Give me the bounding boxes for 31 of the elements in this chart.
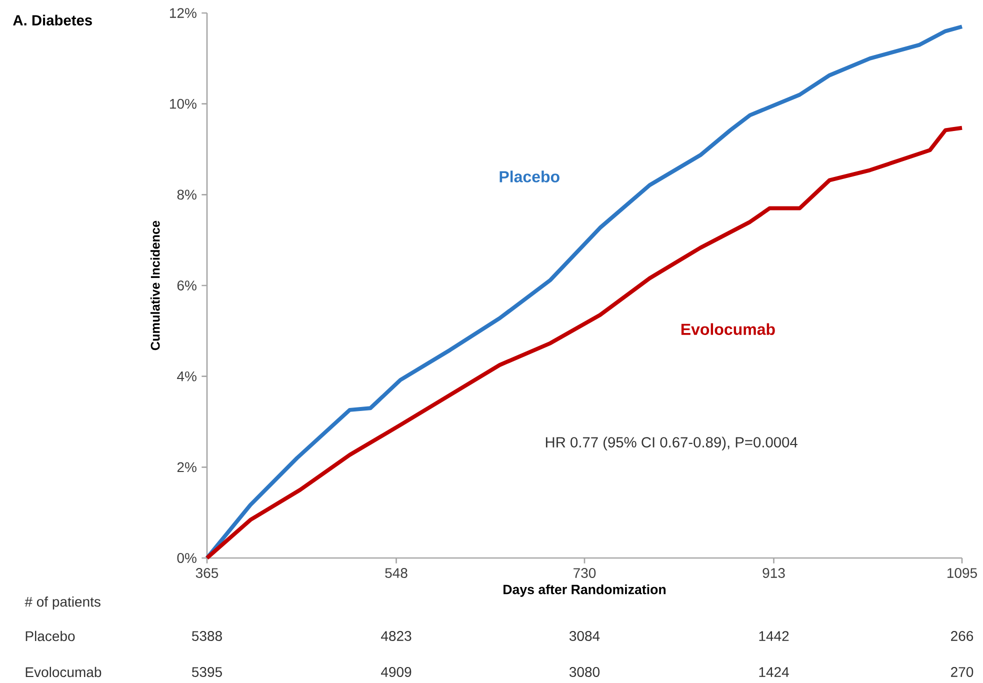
y-tick-label: 10% [170, 98, 196, 109]
text: Placebo [26, 630, 75, 642]
x-tick-label: 913 [762, 568, 785, 578]
text: 270 [951, 667, 974, 677]
text: 266 [951, 631, 974, 641]
text: 5388 [192, 631, 222, 641]
x-axis-title: Days after Randomization [504, 584, 666, 597]
text: A. Diabetes [13, 14, 92, 26]
y-tick-label: 8% [177, 190, 196, 200]
x-tick-label: 1095 [947, 568, 977, 578]
text: Evolocumab [681, 323, 775, 335]
text: 3080 [569, 667, 600, 677]
y-tick-label: 4% [177, 371, 196, 382]
annotation: HR 0.77 (95% CI 0.67-0.89), P=0.0004 [546, 436, 798, 450]
text: Placebo [500, 170, 560, 182]
y-axis-title: Cumulative Incidence [150, 220, 160, 350]
text: 1442 [759, 631, 789, 641]
y-tick-label: 12% [170, 8, 196, 18]
x-tick-label: 365 [196, 568, 218, 578]
text: 3084 [569, 631, 600, 641]
text: 4823 [381, 631, 412, 641]
text: 4909 [381, 667, 412, 677]
text: Evolocumab [26, 666, 102, 678]
y-tick-label: 2% [177, 462, 196, 472]
y-tick-label: 6% [177, 280, 196, 290]
text: # of patients [24, 596, 100, 610]
x-tick-label: 548 [385, 568, 408, 578]
y-tick-label: 0% [177, 553, 196, 563]
x-tick-label: 730 [574, 568, 596, 578]
text: 5395 [192, 667, 222, 677]
text: 1424 [759, 667, 789, 677]
